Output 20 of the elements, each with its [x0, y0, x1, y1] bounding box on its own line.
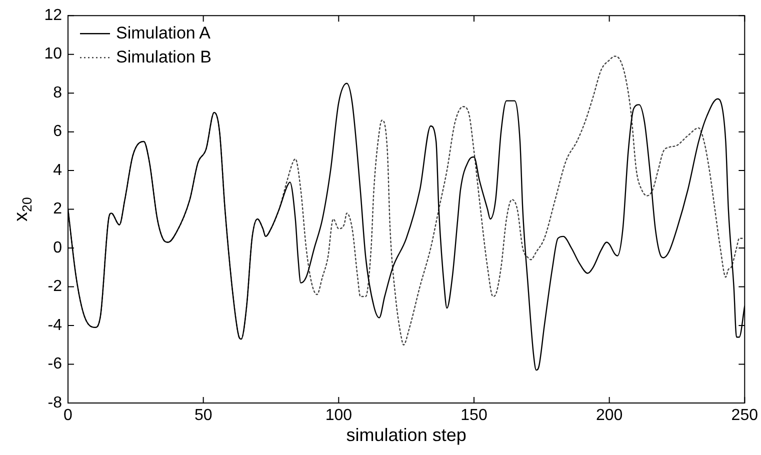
x-tick-label: 150: [460, 407, 488, 424]
y-tick-label: 12: [44, 7, 62, 24]
x-tick-label: 200: [596, 407, 623, 424]
y-tick-label: 2: [53, 200, 62, 218]
legend-label: Simulation B: [116, 47, 212, 66]
y-tick-label: 0: [53, 239, 62, 256]
legend-label: Simulation A: [116, 23, 212, 42]
y-axis-title: x20: [11, 197, 34, 222]
x-axis-title: simulation step: [346, 424, 466, 445]
x-tick-label: 100: [325, 407, 352, 424]
y-tick-label: -2: [48, 278, 62, 296]
y-tick-label: 6: [53, 123, 62, 140]
y-tick-label: 10: [44, 46, 62, 63]
y-tick-label: -8: [48, 394, 62, 412]
y-tick-label: 4: [53, 162, 62, 179]
y-tick-label: -6: [48, 356, 62, 373]
y-tick-label: -4: [48, 316, 62, 334]
x-tick-label: 50: [194, 407, 212, 424]
y-tick-label: 8: [53, 84, 62, 102]
x-tick-label: 250: [731, 407, 758, 424]
